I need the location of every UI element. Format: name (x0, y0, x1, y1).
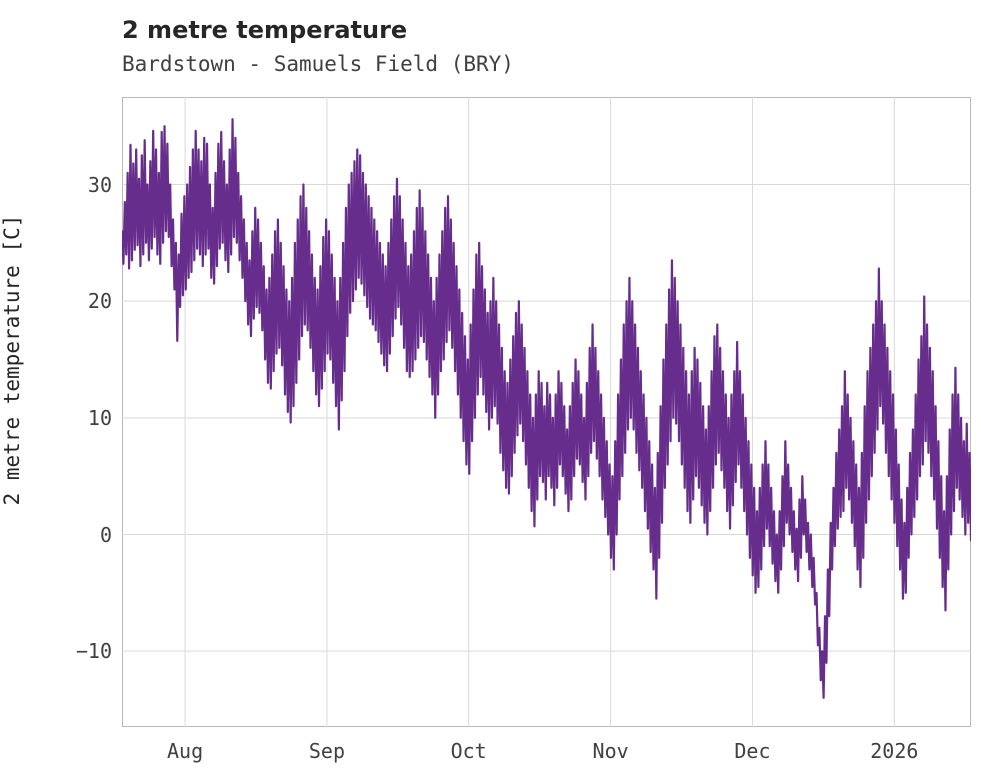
x-axis-tick-label: Aug (167, 739, 204, 763)
x-axis-tick-label: Oct (450, 739, 487, 763)
y-axis-tick-label: −10 (75, 639, 112, 664)
y-axis-tick-label: 20 (87, 289, 112, 314)
chart-subtitle: Bardstown - Samuels Field (BRY) (122, 52, 514, 76)
y-axis-tick-label: 30 (87, 172, 112, 197)
x-axis-tick-label: Sep (308, 739, 345, 763)
x-axis-tick-label: Nov (592, 739, 629, 763)
plot-svg (122, 97, 971, 727)
y-axis-tick-label: 10 (87, 405, 112, 430)
y-axis-label-text: 2 metre temperature [C] (0, 214, 24, 506)
y-axis-ticks: −10 0 10 20 30 (40, 97, 112, 727)
x-axis-tick-label: 2026 (870, 739, 919, 763)
y-axis-tick-label: 0 (99, 522, 112, 547)
x-axis-ticks: Aug Sep Oct Nov Dec 2026 (122, 737, 971, 773)
y-axis-label: 2 metre temperature [C] (0, 0, 24, 720)
grid-lines (122, 97, 971, 727)
series-line (122, 118, 971, 699)
chart-title: 2 metre temperature (122, 16, 408, 44)
plot-area (122, 97, 971, 727)
series-lines (122, 118, 971, 699)
x-axis-tick-label: Dec (734, 739, 771, 763)
